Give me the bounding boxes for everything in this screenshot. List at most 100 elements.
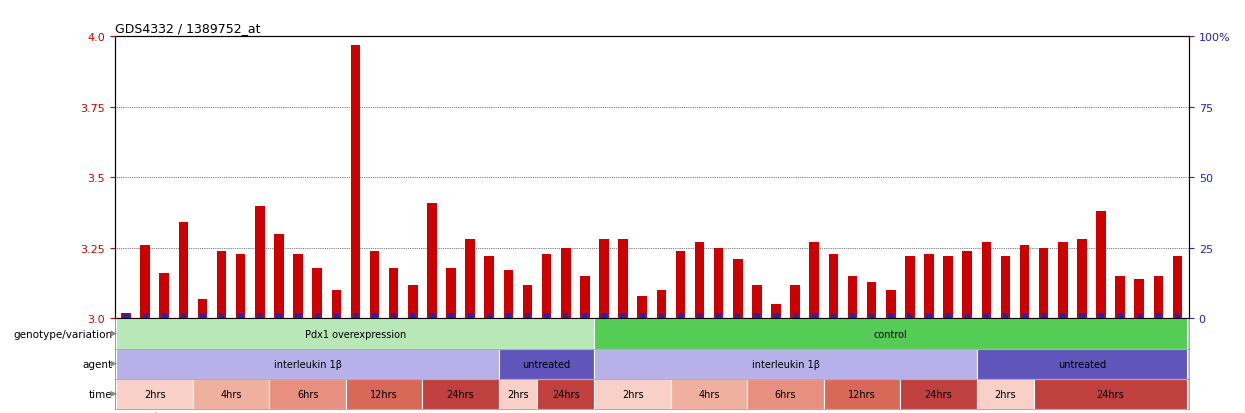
Bar: [370, 251, 380, 319]
Bar: [537, 379, 594, 409]
Bar: [499, 349, 594, 379]
Bar: [733, 259, 742, 319]
Bar: [274, 234, 284, 319]
Bar: [754, 313, 759, 319]
Bar: [905, 257, 915, 319]
Bar: [422, 379, 499, 409]
Bar: [117, 379, 193, 409]
Bar: [391, 313, 396, 319]
Bar: [1002, 313, 1008, 319]
Bar: [352, 313, 359, 319]
Bar: [908, 313, 913, 319]
Bar: [331, 290, 341, 319]
Text: GDS4332 / 1389752_at: GDS4332 / 1389752_at: [115, 21, 260, 35]
Text: 12hrs: 12hrs: [848, 389, 876, 399]
Text: control: control: [874, 329, 908, 339]
Bar: [1175, 313, 1180, 319]
Bar: [1035, 379, 1186, 409]
Bar: [388, 268, 398, 319]
Bar: [1097, 212, 1106, 319]
Bar: [697, 313, 702, 319]
Bar: [824, 379, 900, 409]
Bar: [637, 296, 647, 319]
Bar: [977, 379, 1035, 409]
Bar: [142, 313, 148, 319]
Bar: [468, 313, 473, 319]
Bar: [924, 254, 934, 319]
Bar: [1058, 243, 1067, 319]
Bar: [446, 268, 456, 319]
Bar: [583, 313, 588, 319]
Bar: [200, 313, 205, 319]
Bar: [410, 313, 416, 319]
Bar: [812, 313, 817, 319]
Bar: [159, 274, 169, 319]
Bar: [193, 379, 269, 409]
Bar: [255, 206, 265, 319]
Bar: [117, 349, 499, 379]
Bar: [791, 285, 801, 319]
Bar: [123, 313, 128, 319]
Text: untreated: untreated: [1058, 359, 1106, 369]
Bar: [984, 313, 989, 319]
Bar: [178, 223, 188, 319]
Bar: [676, 251, 685, 319]
Bar: [544, 313, 549, 319]
Text: count: count: [129, 411, 159, 413]
Bar: [162, 313, 167, 319]
Bar: [944, 257, 952, 319]
Bar: [977, 349, 1186, 379]
Bar: [640, 313, 645, 319]
Text: interleukin 1β: interleukin 1β: [752, 359, 819, 369]
Bar: [217, 251, 227, 319]
Bar: [962, 251, 972, 319]
Bar: [258, 313, 263, 319]
Bar: [542, 254, 552, 319]
Bar: [430, 313, 435, 319]
Bar: [1154, 276, 1163, 319]
Bar: [695, 243, 705, 319]
Bar: [886, 290, 895, 319]
Bar: [867, 282, 876, 319]
Bar: [752, 285, 762, 319]
Bar: [793, 313, 798, 319]
Bar: [677, 313, 684, 319]
Bar: [503, 271, 513, 319]
Bar: [619, 240, 627, 319]
Bar: [269, 379, 346, 409]
Bar: [561, 248, 570, 319]
Bar: [809, 243, 819, 319]
Bar: [1116, 276, 1125, 319]
Bar: [1137, 313, 1142, 319]
Bar: [237, 254, 245, 319]
Text: untreated: untreated: [523, 359, 570, 369]
Bar: [484, 257, 494, 319]
Bar: [141, 245, 149, 319]
Text: 6hrs: 6hrs: [296, 389, 319, 399]
Bar: [900, 379, 977, 409]
Bar: [1118, 313, 1123, 319]
Bar: [716, 313, 721, 319]
Bar: [888, 313, 894, 319]
Text: 12hrs: 12hrs: [370, 389, 398, 399]
Bar: [121, 313, 131, 319]
Bar: [1041, 313, 1046, 319]
Bar: [671, 379, 747, 409]
Bar: [869, 313, 874, 319]
Bar: [1155, 313, 1162, 319]
Text: 24hrs: 24hrs: [1097, 389, 1124, 399]
Bar: [117, 319, 594, 349]
Bar: [294, 254, 303, 319]
Bar: [594, 349, 977, 379]
Bar: [599, 240, 609, 319]
Text: interleukin 1β: interleukin 1β: [274, 359, 341, 369]
Bar: [1020, 245, 1030, 319]
Bar: [848, 276, 858, 319]
Text: 6hrs: 6hrs: [774, 389, 797, 399]
Bar: [276, 313, 281, 319]
Text: 24hrs: 24hrs: [552, 389, 580, 399]
Bar: [945, 313, 951, 319]
Bar: [334, 313, 339, 319]
Bar: [372, 313, 377, 319]
Bar: [594, 379, 671, 409]
